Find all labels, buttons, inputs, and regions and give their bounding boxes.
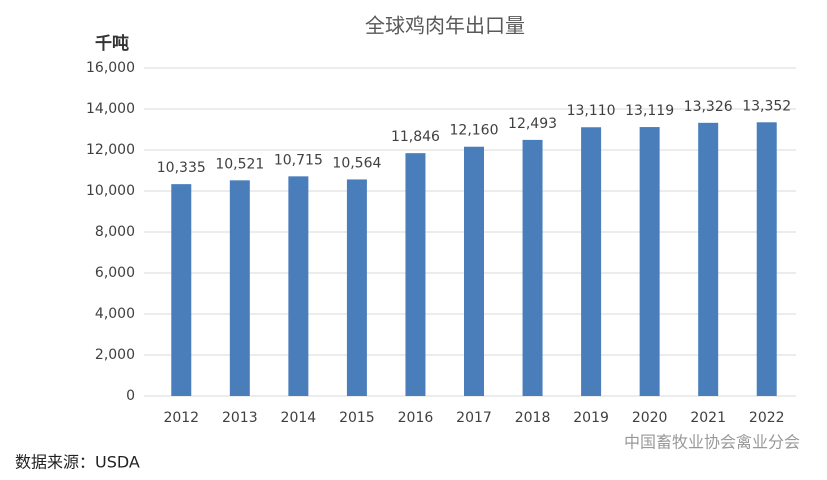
- value-label: 10,715: [274, 152, 323, 168]
- bar: [346, 179, 367, 396]
- bar: [288, 176, 309, 396]
- value-label: 10,335: [157, 160, 206, 176]
- bar: [464, 146, 484, 396]
- x-tick-label: 2012: [163, 410, 199, 426]
- x-tick-label: 2015: [339, 410, 375, 426]
- y-tick-label: 4,000: [95, 306, 135, 322]
- y-tick-label: 8,000: [95, 224, 135, 240]
- bar: [639, 127, 660, 397]
- x-tick-label: 2017: [456, 410, 492, 426]
- value-label: 10,521: [215, 156, 264, 172]
- value-label: 12,160: [450, 123, 499, 139]
- y-tick-label: 16,000: [86, 60, 135, 76]
- x-tick-label: 2014: [281, 410, 317, 426]
- value-label: 13,110: [567, 103, 616, 119]
- x-tick-label: 2013: [222, 410, 258, 426]
- watermark: 中国畜牧业协会禽业分会: [624, 433, 800, 452]
- y-axis-label: 千吨: [95, 33, 129, 54]
- x-tick-label: 2021: [690, 410, 726, 426]
- x-tick-label: 2020: [632, 410, 668, 426]
- value-label: 13,119: [625, 103, 674, 119]
- y-tick-label: 6,000: [95, 265, 135, 281]
- y-tick-label: 12,000: [86, 142, 135, 158]
- y-tick-label: 0: [126, 388, 135, 404]
- bar: [405, 153, 426, 396]
- bar: [698, 122, 719, 396]
- y-tick-label: 14,000: [86, 101, 135, 117]
- bar: [171, 184, 192, 396]
- value-label: 11,846: [391, 129, 440, 145]
- bar: [581, 127, 602, 397]
- x-tick-label: 2022: [749, 410, 785, 426]
- bar: [756, 122, 777, 396]
- x-tick-label: 2018: [515, 410, 551, 426]
- value-label: 10,564: [332, 155, 381, 171]
- value-label: 13,326: [684, 99, 733, 115]
- value-label: 13,352: [742, 98, 791, 114]
- chart-title: 全球鸡肉年出口量: [365, 14, 525, 38]
- source: 数据来源：USDA: [15, 453, 140, 472]
- y-tick-label: 2,000: [95, 347, 135, 363]
- value-label: 12,493: [508, 116, 557, 132]
- x-tick-label: 2016: [398, 410, 434, 426]
- bar: [229, 180, 250, 396]
- y-tick-label: 10,000: [86, 183, 135, 199]
- x-tick-label: 2019: [573, 410, 609, 426]
- bar: [522, 139, 543, 396]
